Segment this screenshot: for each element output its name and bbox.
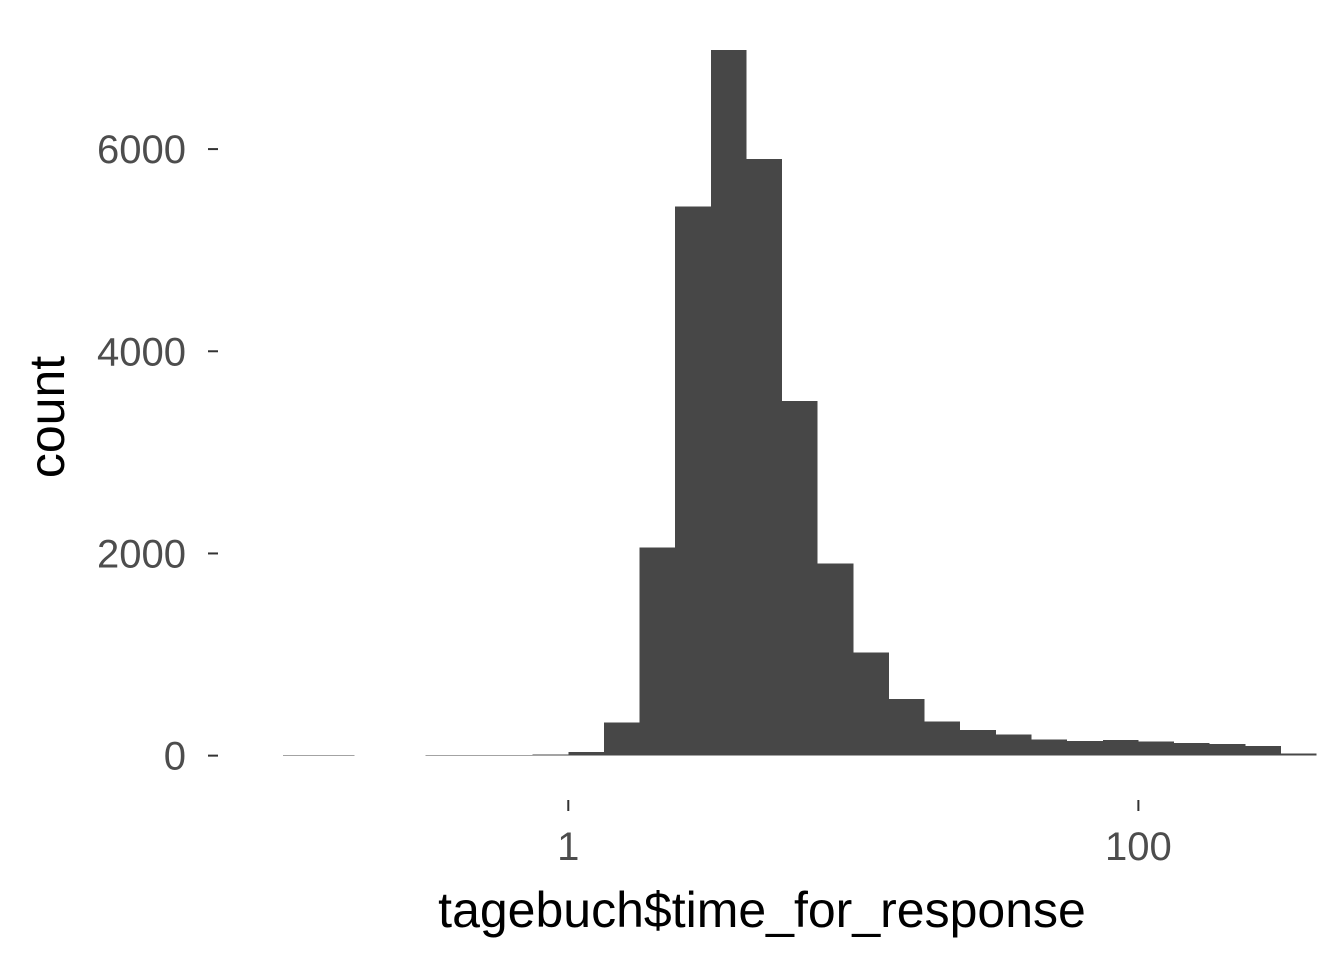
histogram-bar-13 [710, 50, 747, 756]
y-tick-label: 0 [164, 735, 186, 779]
histogram-bar-15 [782, 400, 818, 756]
x-axis: 1 100 [557, 800, 1172, 869]
histogram-bar-18 [889, 699, 925, 756]
histogram-bar-23 [1067, 740, 1103, 756]
y-tick-label: 2000 [97, 532, 186, 576]
histogram-bar-11 [639, 547, 676, 756]
histogram-bar-21 [995, 734, 1032, 756]
histogram-bar-16 [817, 563, 854, 756]
y-tick-label: 6000 [97, 128, 186, 172]
histogram-bar-24 [1102, 739, 1139, 756]
x-tick-label: 100 [1105, 825, 1172, 869]
histogram-bar-27 [1209, 744, 1246, 756]
histogram-bar-20 [960, 729, 996, 756]
histogram-bar-25 [1138, 741, 1175, 756]
histogram-bar-6 [461, 755, 497, 756]
histogram-bar-9 [568, 752, 604, 756]
histogram-bar-28 [1245, 746, 1281, 756]
histogram-bar-19 [924, 721, 961, 756]
histogram-bar-14 [746, 159, 783, 756]
histogram-bars [283, 50, 1317, 756]
histogram-bar-22 [1031, 739, 1068, 756]
histogram-bar-26 [1174, 742, 1210, 756]
histogram-bar-17 [853, 652, 890, 756]
x-axis-title: tagebuch$time_for_response [438, 882, 1086, 938]
histogram-bar-29 [1280, 753, 1317, 756]
y-axis: 0 2000 4000 6000 [97, 128, 218, 779]
y-tick-label: 4000 [97, 330, 186, 374]
x-tick-label: 1 [557, 825, 579, 869]
histogram-bar-12 [675, 206, 711, 756]
y-axis-title: count [19, 356, 75, 478]
histogram-bar-7 [496, 755, 533, 756]
histogram-bar-10 [603, 722, 640, 756]
histogram-bar-8 [532, 754, 569, 756]
